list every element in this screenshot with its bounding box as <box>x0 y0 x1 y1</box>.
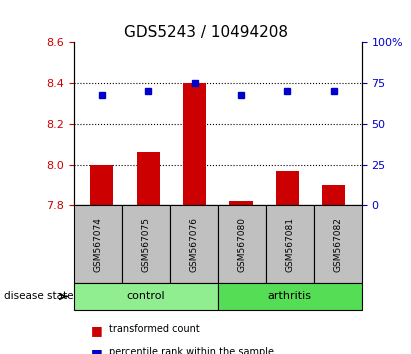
Text: GSM567074: GSM567074 <box>93 217 102 272</box>
Bar <box>229 201 253 205</box>
Text: GSM567082: GSM567082 <box>333 217 342 272</box>
Text: percentile rank within the sample: percentile rank within the sample <box>109 347 274 354</box>
Bar <box>276 171 299 205</box>
Text: GDS5243 / 10494208: GDS5243 / 10494208 <box>123 25 288 40</box>
Text: ■: ■ <box>90 324 102 337</box>
Bar <box>183 83 206 205</box>
Bar <box>136 152 160 205</box>
Text: GSM567076: GSM567076 <box>189 217 199 272</box>
Text: GSM567081: GSM567081 <box>285 217 294 272</box>
Text: arthritis: arthritis <box>268 291 312 302</box>
Text: transformed count: transformed count <box>109 324 200 334</box>
Text: control: control <box>127 291 165 302</box>
Text: ■: ■ <box>90 347 102 354</box>
Bar <box>90 165 113 205</box>
Text: GSM567080: GSM567080 <box>237 217 246 272</box>
Text: GSM567075: GSM567075 <box>141 217 150 272</box>
Bar <box>322 185 345 205</box>
Text: disease state: disease state <box>4 291 74 302</box>
